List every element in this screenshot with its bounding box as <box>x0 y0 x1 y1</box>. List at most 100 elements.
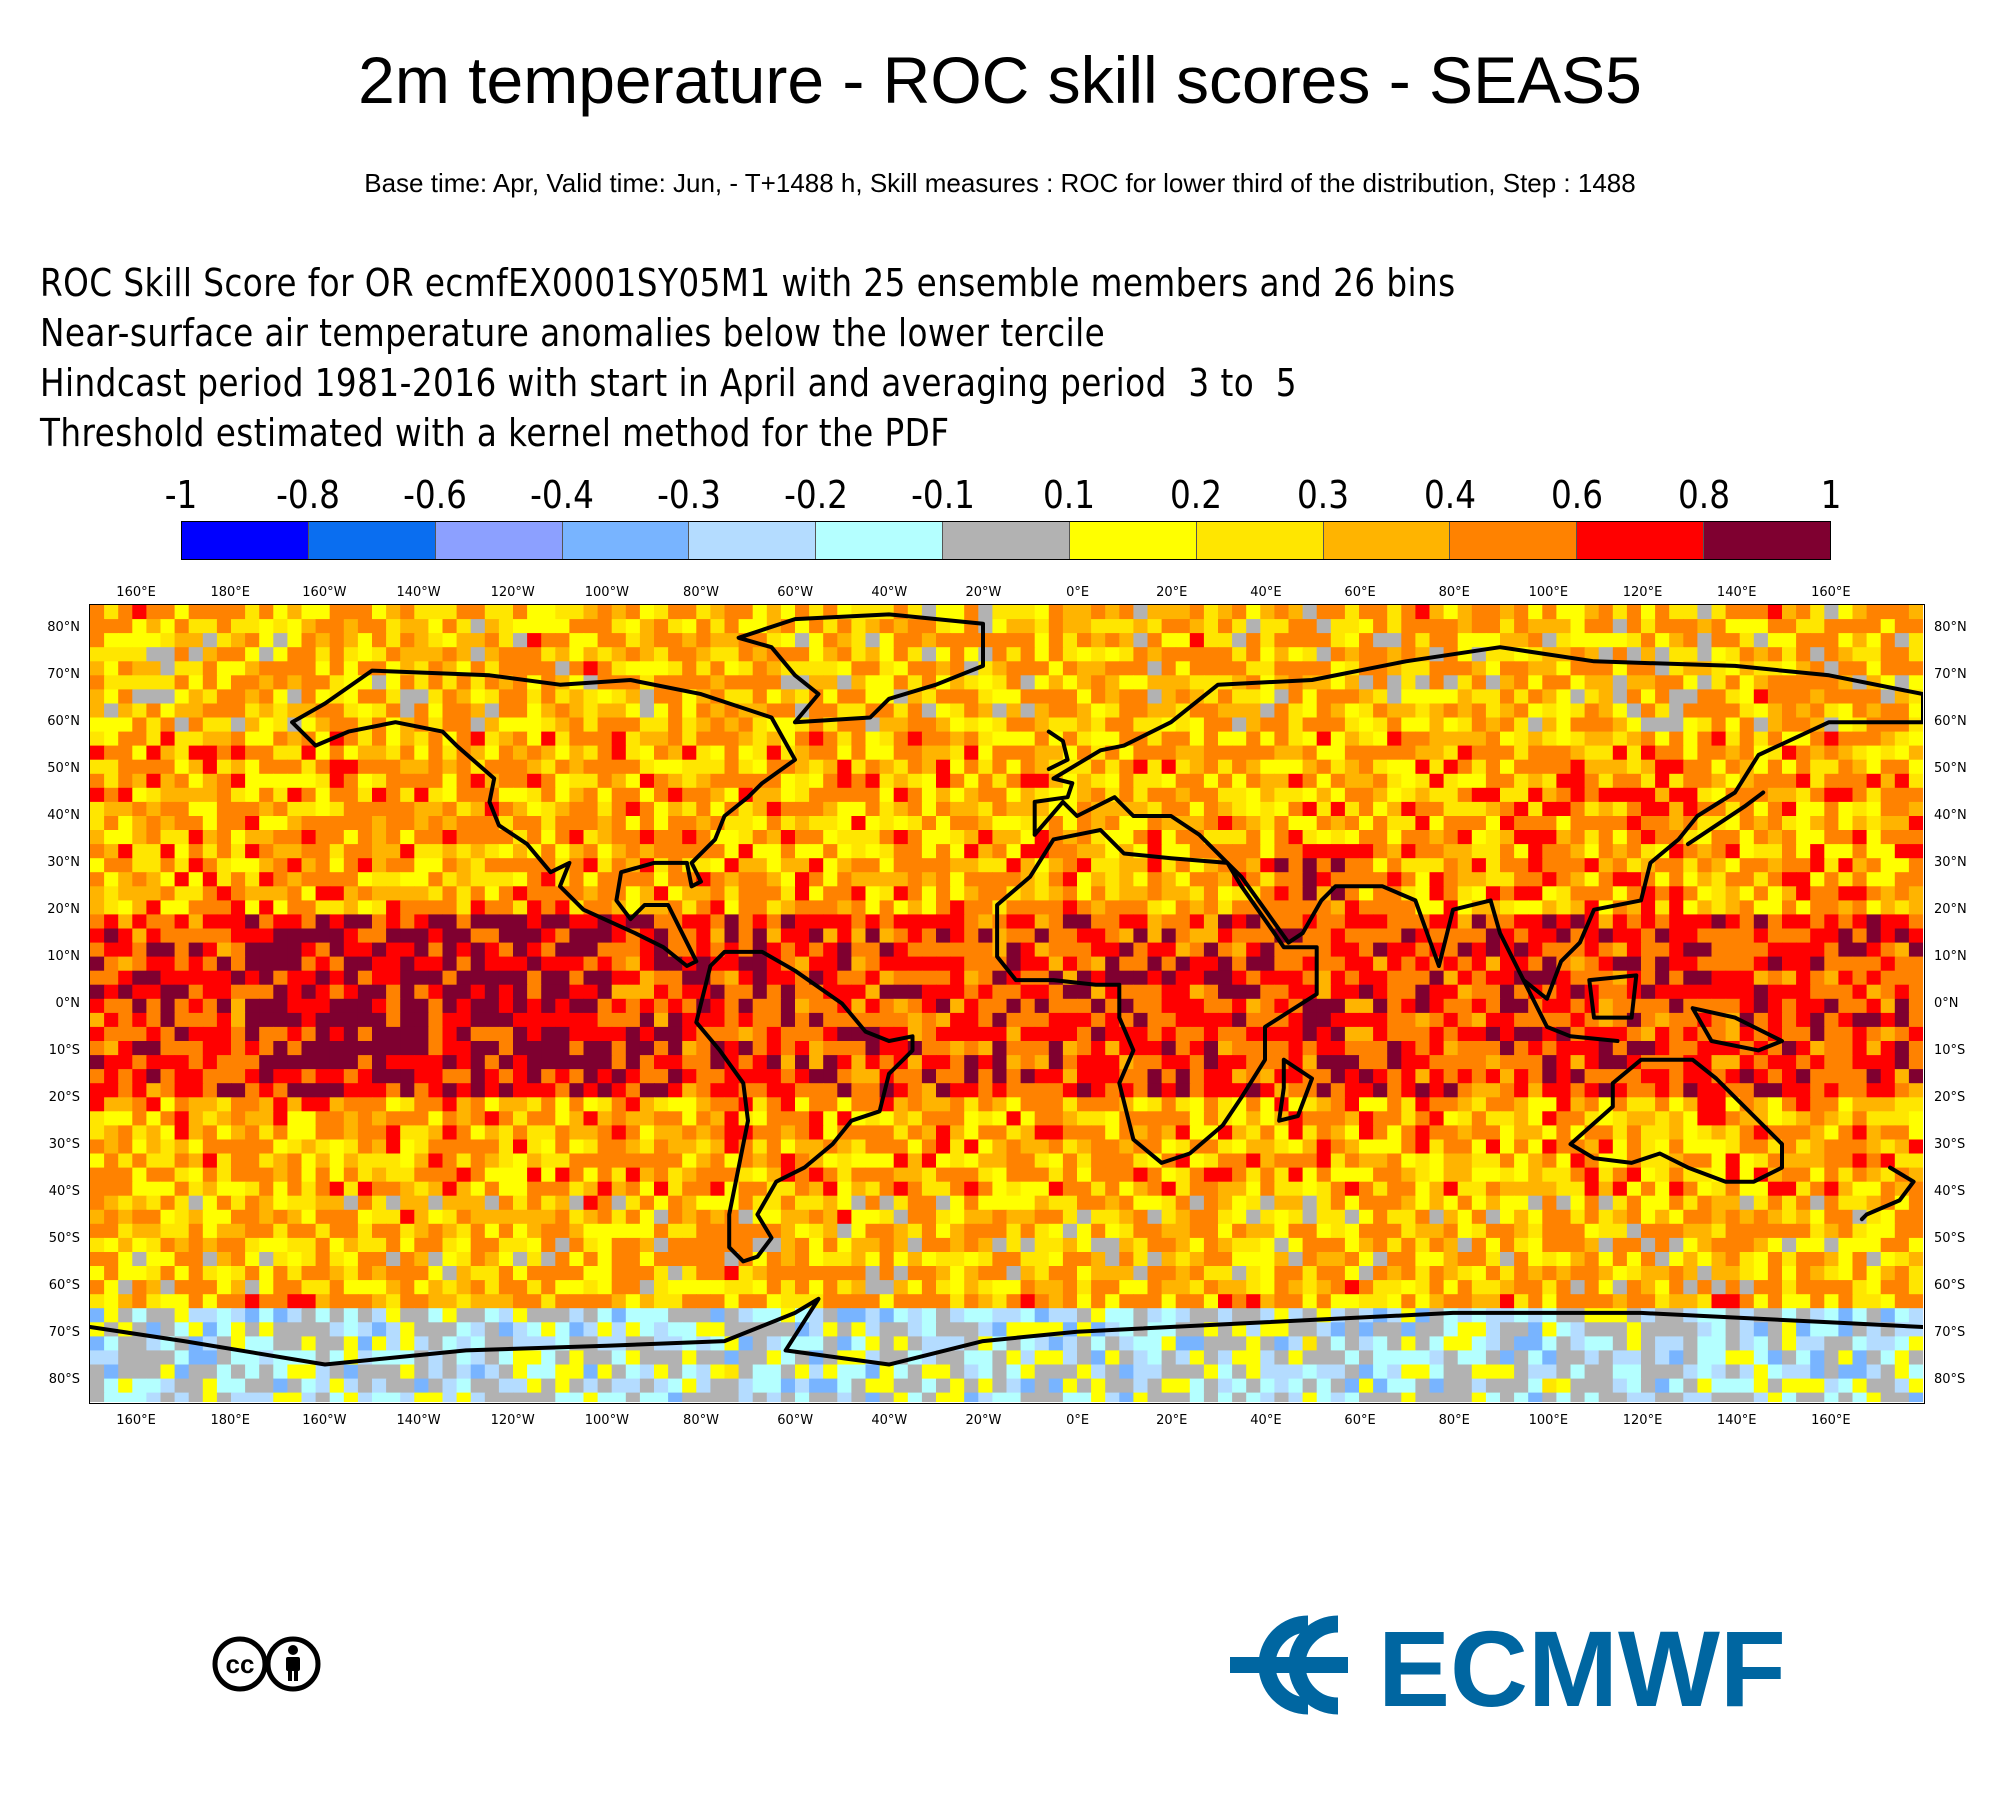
longitude-label: 120°W <box>490 1413 535 1428</box>
colorbar-segment <box>1450 522 1578 559</box>
longitude-label: 20°E <box>1156 1413 1188 1428</box>
latitude-label: 10°N <box>1934 948 1967 964</box>
colorbar-tick-label: 0.4 <box>1424 473 1477 517</box>
latitude-label: 20°N <box>47 901 80 917</box>
latitude-label: 70°S <box>1934 1325 1966 1341</box>
description-block: ROC Skill Score for OR ecmfEX0001SY05M1 … <box>40 258 1456 458</box>
page-title: 2m temperature - ROC skill scores - SEAS… <box>358 43 1642 117</box>
colorbar-segment <box>689 522 817 559</box>
latitude-label: 80°S <box>1934 1372 1966 1388</box>
longitude-label: 40°E <box>1250 585 1282 600</box>
colorbar-segment <box>1196 522 1324 559</box>
colorbar-tick-label: -0.2 <box>783 473 848 517</box>
latitude-label: 70°N <box>47 666 80 682</box>
longitude-label: 60°E <box>1344 1413 1376 1428</box>
colorbar-tick-label: -0.8 <box>276 473 340 517</box>
longitude-label: 120°E <box>1622 585 1663 600</box>
colorbar-segment <box>943 522 1070 559</box>
latitude-label: 40°S <box>48 1184 80 1200</box>
colorbar-tick-label: 0.3 <box>1297 473 1350 517</box>
colorbar-segment <box>1323 522 1451 559</box>
creative-commons-logo: cc <box>212 1636 322 1697</box>
latitude-label: 70°N <box>1934 666 1967 682</box>
latitude-label: 0°N <box>1934 996 1959 1011</box>
colorbar-tick-label: 0.6 <box>1551 473 1604 517</box>
longitude-label: 160°E <box>1811 585 1851 600</box>
longitude-label: 100°W <box>584 1413 629 1428</box>
longitude-label: 160°E <box>1811 1413 1851 1428</box>
map-frame <box>89 604 1925 1404</box>
cc-icon: cc <box>226 1649 255 1679</box>
colorbar-segment <box>182 522 309 559</box>
latitude-label: 30°S <box>48 1137 80 1153</box>
latitude-label: 30°N <box>47 854 80 870</box>
colorbar-segment <box>816 522 944 559</box>
longitude-label: 160°E <box>116 585 156 600</box>
latitude-label: 10°S <box>48 1043 80 1059</box>
ecmwf-logo: ECMWF <box>1230 1608 1810 1729</box>
description-line: Hindcast period 1981-2016 with start in … <box>40 361 1297 405</box>
longitude-label: 180°E <box>210 1413 250 1428</box>
longitude-label: 100°E <box>1528 1413 1569 1428</box>
colorbar <box>181 521 1831 560</box>
longitude-label: 40°W <box>871 585 908 600</box>
page-subtitle: Base time: Apr, Valid time: Jun, - T+148… <box>364 168 1636 198</box>
description-line: Near-surface air temperature anomalies b… <box>40 311 1106 355</box>
colorbar-segment <box>1577 522 1705 559</box>
longitude-label: 140°W <box>396 1413 441 1428</box>
longitude-label: 180°E <box>210 585 250 600</box>
longitude-label: 60°W <box>777 1413 814 1428</box>
longitude-label: 20°W <box>965 585 1002 600</box>
longitude-label: 140°E <box>1716 1413 1757 1428</box>
latitude-label: 60°S <box>48 1278 80 1294</box>
latitude-label: 60°N <box>47 713 80 729</box>
longitude-label: 140°W <box>396 585 441 600</box>
latitude-label: 50°N <box>1934 760 1967 776</box>
latitude-label: 30°N <box>1934 854 1967 870</box>
latitude-label: 20°S <box>1934 1090 1966 1106</box>
longitude-label: 100°W <box>584 585 629 600</box>
longitude-label: 140°E <box>1716 585 1757 600</box>
colorbar-segment <box>1704 522 1830 559</box>
latitude-label: 80°S <box>48 1372 80 1388</box>
latitude-label: 30°S <box>1934 1137 1966 1153</box>
colorbar-tick-label: 0.8 <box>1678 473 1731 517</box>
coastlines <box>90 612 1923 1367</box>
longitude-label: 0°E <box>1066 1413 1090 1428</box>
longitude-label: 120°W <box>490 585 535 600</box>
description-line: Threshold estimated with a kernel method… <box>40 411 950 455</box>
latitude-label: 40°N <box>1934 807 1967 823</box>
longitude-label: 20°E <box>1156 585 1188 600</box>
latitude-label: 50°N <box>47 760 80 776</box>
latitude-label: 10°S <box>1934 1043 1966 1059</box>
latitude-label: 70°S <box>48 1325 80 1341</box>
latitude-label: 0°N <box>55 996 81 1011</box>
longitude-label: 60°W <box>777 585 814 600</box>
colorbar-segment <box>435 522 563 559</box>
longitude-label: 100°E <box>1528 585 1569 600</box>
longitude-label: 80°E <box>1438 585 1470 600</box>
latitude-label: 60°N <box>1934 713 1967 729</box>
colorbar-tick-label: -1 <box>164 473 198 517</box>
colorbar-segment <box>308 522 436 559</box>
description-line: ROC Skill Score for OR ecmfEX0001SY05M1 … <box>40 261 1456 305</box>
longitude-label: 60°E <box>1344 585 1376 600</box>
world-map <box>90 605 1923 1402</box>
colorbar-tick-label: -0.6 <box>402 473 467 517</box>
ecmwf-wordmark: ECMWF <box>1378 1610 1786 1720</box>
colorbar-tick-label: 1 <box>1820 473 1842 517</box>
longitude-label: 160°W <box>302 585 347 600</box>
longitude-label: 80°W <box>683 1413 719 1428</box>
skill-score-grid <box>90 605 1923 1402</box>
latitude-label: 80°N <box>47 619 80 635</box>
longitude-label: 40°W <box>871 1413 908 1428</box>
colorbar-tick-label: 0.2 <box>1170 473 1223 517</box>
latitude-label: 40°N <box>47 807 80 823</box>
longitude-label: 40°E <box>1250 1413 1282 1428</box>
longitude-label: 160°E <box>116 1413 156 1428</box>
colorbar-tick-label: -0.4 <box>529 473 594 517</box>
colorbar-segment <box>562 522 690 559</box>
longitude-label: 0°E <box>1066 585 1090 600</box>
longitude-label: 20°W <box>965 1413 1002 1428</box>
colorbar-tick-label: -0.1 <box>910 473 975 517</box>
